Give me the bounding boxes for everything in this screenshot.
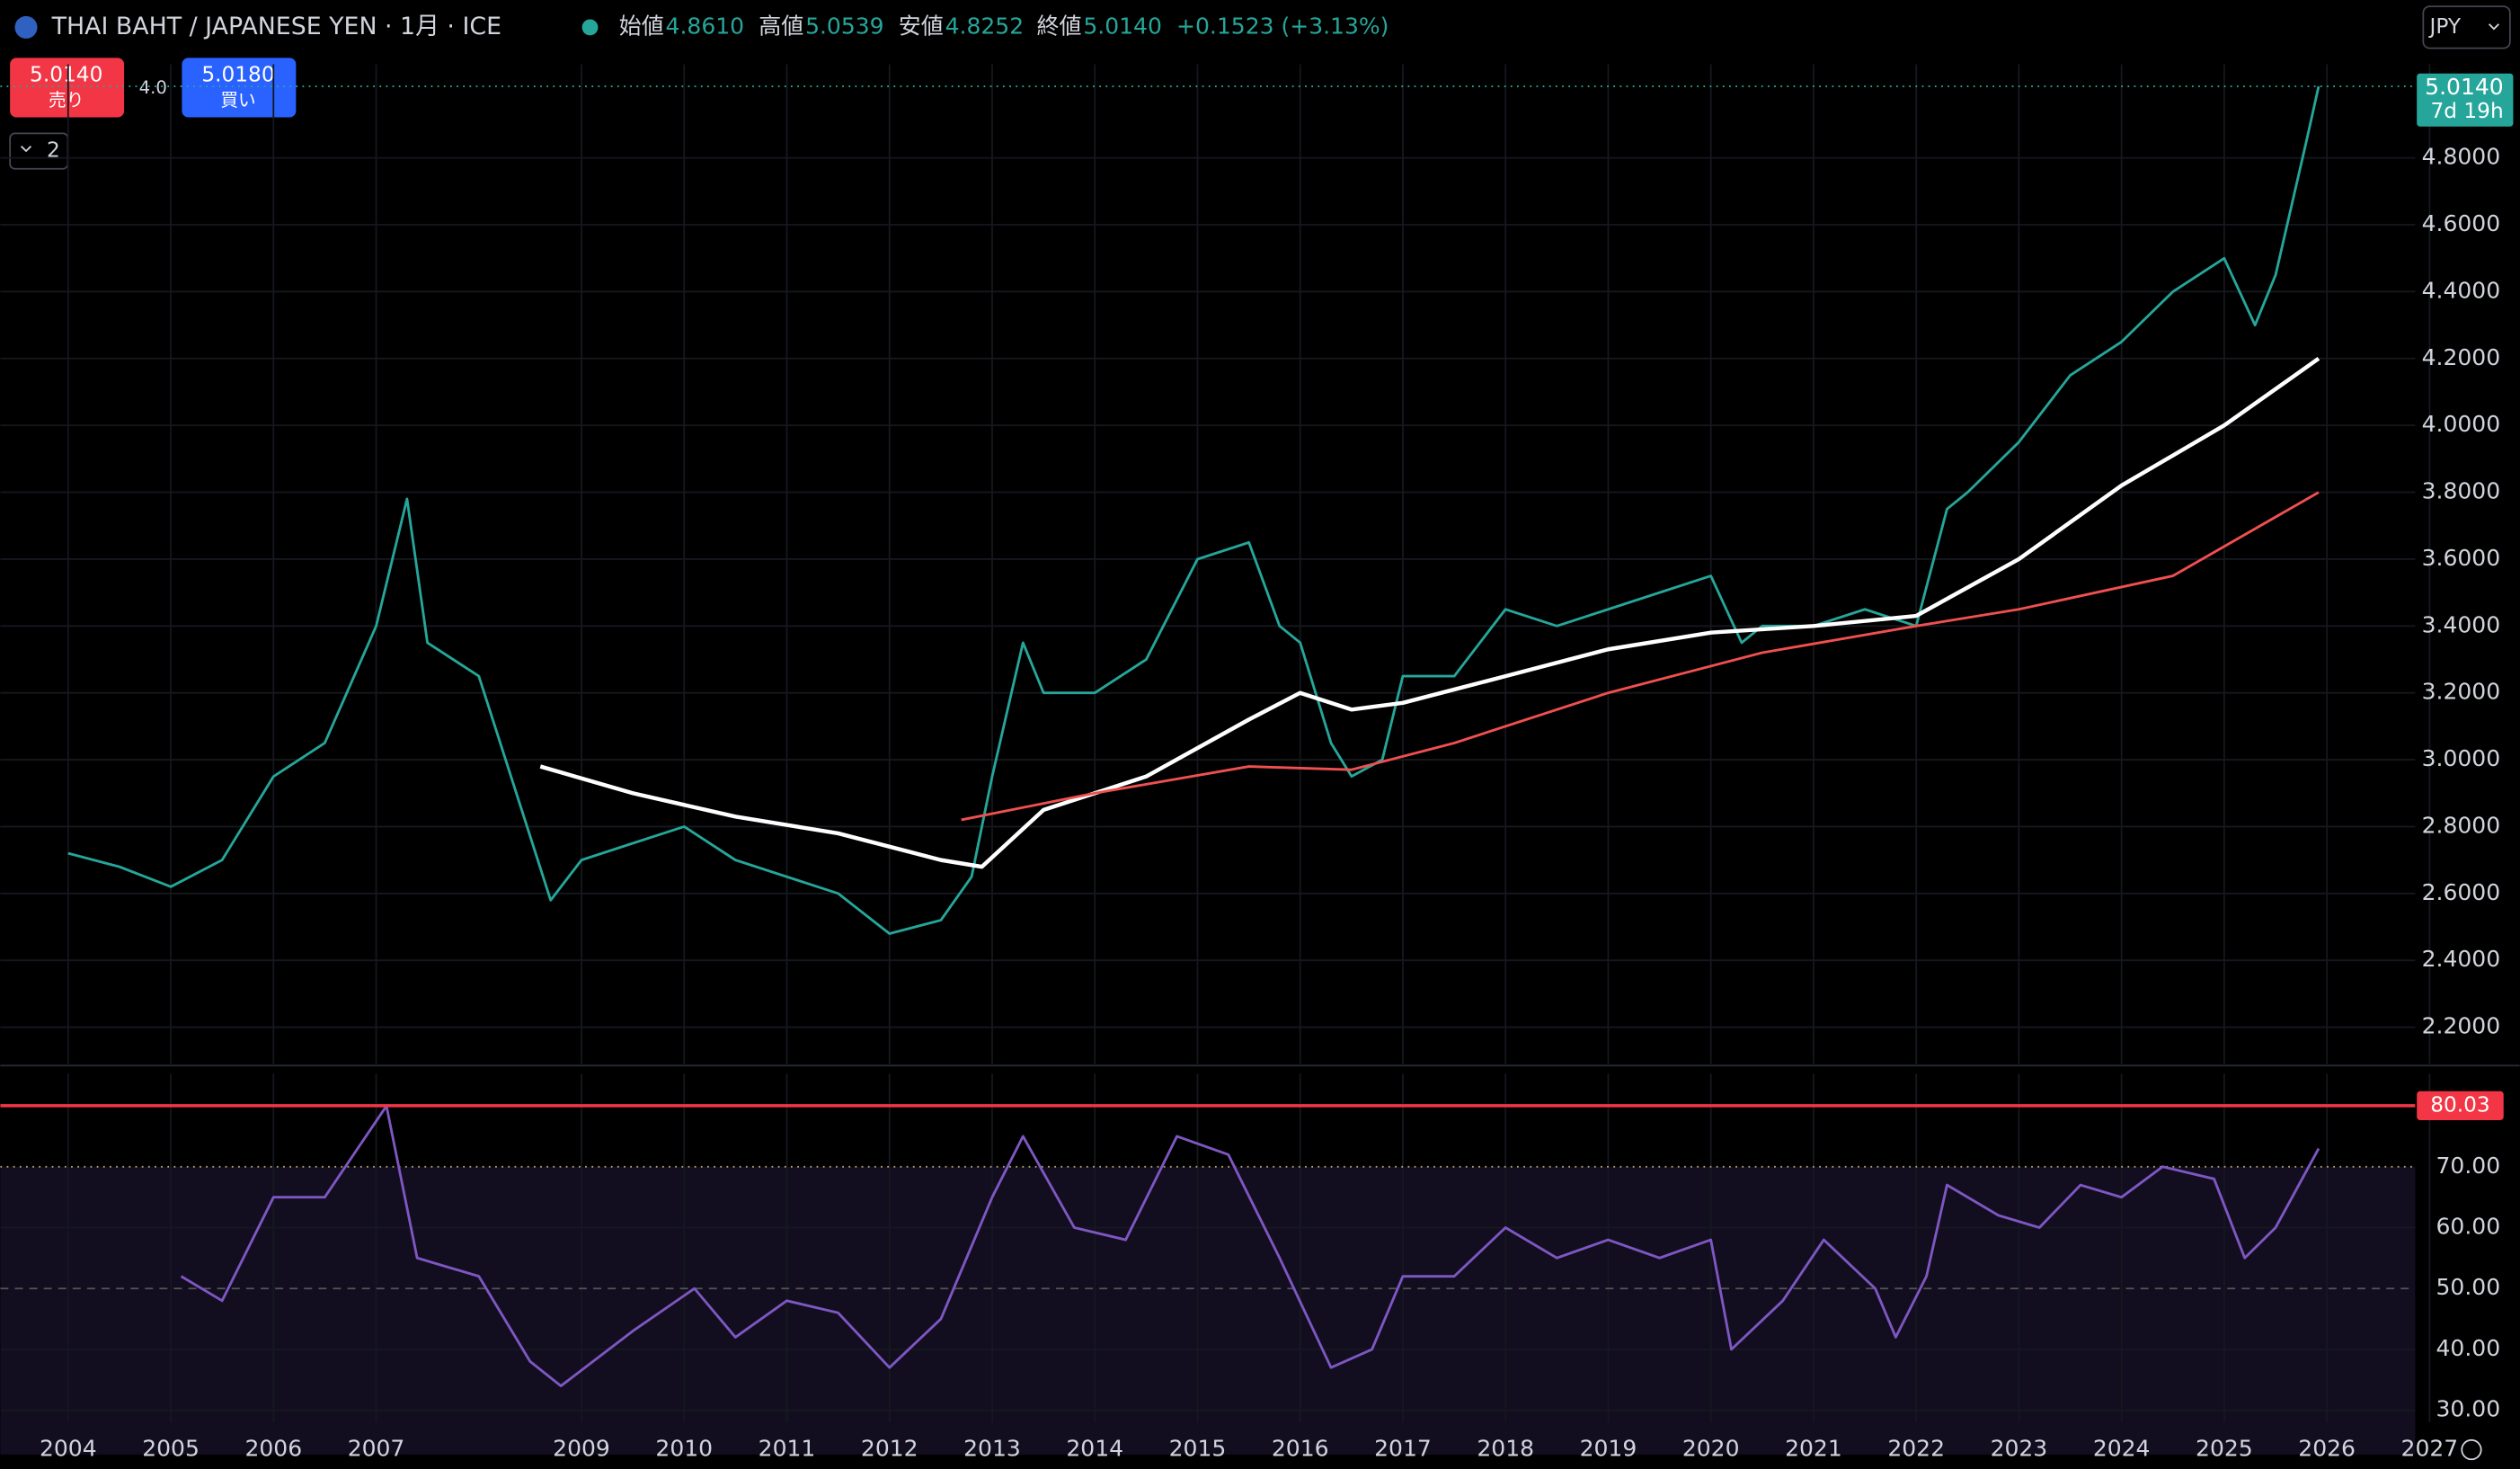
ohlc-label: 終値	[1037, 13, 1082, 39]
x-tick-label: 2021	[1785, 1436, 1842, 1462]
buy-bg[interactable]	[182, 58, 297, 118]
y-tick-label: 4.4000	[2422, 277, 2501, 303]
x-tick-label: 2022	[1887, 1436, 1945, 1462]
rsi-band	[0, 1166, 2416, 1455]
ohlc-label: 高値	[759, 13, 803, 39]
y-tick-label: 4.6000	[2422, 210, 2501, 236]
x-tick-label: 2020	[1682, 1436, 1740, 1462]
buy-price[interactable]: 5.0180	[201, 63, 274, 87]
x-tick-label: 2019	[1580, 1436, 1637, 1462]
header: THAI BAHT / JAPANESE YEN · 1月 · ICE 始値 4…	[14, 13, 1389, 40]
y-tick-label: 70.00	[2436, 1153, 2501, 1179]
alert-badge	[2417, 1091, 2504, 1120]
x-tick-label: 2006	[244, 1436, 302, 1462]
y-tick-label: 4.8000	[2422, 144, 2501, 170]
series-line	[67, 85, 2320, 935]
price-badge-label: 5.0140	[2425, 74, 2504, 100]
x-tick-label: 2011	[759, 1436, 816, 1462]
sell-button[interactable]: 5.0140 売り	[10, 58, 125, 118]
currency-bg[interactable]	[2422, 5, 2511, 49]
y-tick-label: 30.00	[2436, 1396, 2501, 1422]
y-tick-label: 4.2000	[2422, 344, 2501, 370]
y-tick-label: 4.0000	[2422, 411, 2501, 437]
currency-button[interactable]: JPY	[2422, 5, 2511, 49]
ohlc-label: 始値	[619, 13, 664, 39]
x-tick-label: 2026	[2298, 1436, 2356, 1462]
sell-price[interactable]: 5.0140	[30, 63, 102, 87]
x-tick-label: 2014	[1066, 1436, 1123, 1462]
x-tick-label: 2013	[963, 1436, 1021, 1462]
alert-badge-label: 80.03	[2430, 1092, 2490, 1117]
y-tick-label: 50.00	[2436, 1274, 2501, 1300]
spread: 4.0	[139, 77, 167, 98]
currency[interactable]: JPY	[2427, 14, 2461, 39]
x-tick-label: 2010	[655, 1436, 713, 1462]
x-tick-label: 2018	[1477, 1436, 1534, 1462]
y-tick-label: 3.8000	[2422, 478, 2501, 504]
sell-bg[interactable]	[10, 58, 125, 118]
y-tick-label: 3.4000	[2422, 611, 2501, 637]
chevron-icon[interactable]	[21, 146, 32, 153]
price-badge	[2417, 73, 2514, 127]
indicator-count[interactable]: 2	[47, 138, 60, 163]
series-line	[961, 491, 2320, 822]
ohlc-value: 4.8610	[666, 13, 745, 39]
change: +0.1523 (+3.13%)	[1176, 13, 1389, 39]
y-tick-label: 3.6000	[2422, 545, 2501, 571]
chevron-icon[interactable]	[2488, 23, 2499, 31]
ohlc-value: 5.0539	[805, 13, 884, 39]
y-tick-label: 2.4000	[2422, 946, 2501, 972]
x-tick-label: 2009	[553, 1436, 610, 1462]
y-tick-label: 2.8000	[2422, 812, 2501, 838]
status-dot	[581, 19, 599, 36]
x-tick-label: 2015	[1169, 1436, 1227, 1462]
x-tick-label: 2017	[1374, 1436, 1432, 1462]
y-tick-label: 60.00	[2436, 1214, 2501, 1240]
settings-icon[interactable]	[2461, 1438, 2482, 1461]
y-tick-label: 2.2000	[2422, 1013, 2501, 1039]
y-tick-label: 40.00	[2436, 1335, 2501, 1361]
y-tick-label: 3.0000	[2422, 745, 2501, 771]
symbol: THAI BAHT / JAPANESE YEN · 1月 · ICE	[51, 13, 501, 40]
buy-label[interactable]: 買い	[220, 90, 255, 111]
x-tick-label: 2016	[1272, 1436, 1329, 1462]
x-tick-label: 2025	[2196, 1436, 2253, 1462]
x-tick-label: 2024	[2093, 1436, 2151, 1462]
indicator-toggle[interactable]: 2	[9, 132, 69, 170]
y-tick-label: 3.2000	[2422, 679, 2501, 705]
ohlc-value: 5.0140	[1083, 13, 1162, 39]
price-countdown: 7d 19h	[2430, 99, 2503, 123]
x-tick-label: 2004	[40, 1436, 97, 1462]
flag-icon	[14, 15, 38, 39]
sell-label[interactable]: 売り	[49, 90, 84, 111]
x-tick-label: 2023	[1991, 1436, 2048, 1462]
ohlc-label: 安値	[899, 13, 944, 39]
series-line	[539, 357, 2320, 869]
x-tick-label: 2027	[2401, 1436, 2459, 1462]
x-tick-label: 2007	[348, 1436, 405, 1462]
y-tick-label: 2.6000	[2422, 879, 2501, 905]
x-tick-label: 2012	[861, 1436, 918, 1462]
x-tick-label: 2005	[142, 1436, 200, 1462]
ohlc-value: 4.8252	[945, 13, 1025, 39]
series-line	[180, 1104, 2320, 1388]
buy-button[interactable]: 5.0180 買い	[182, 58, 297, 118]
